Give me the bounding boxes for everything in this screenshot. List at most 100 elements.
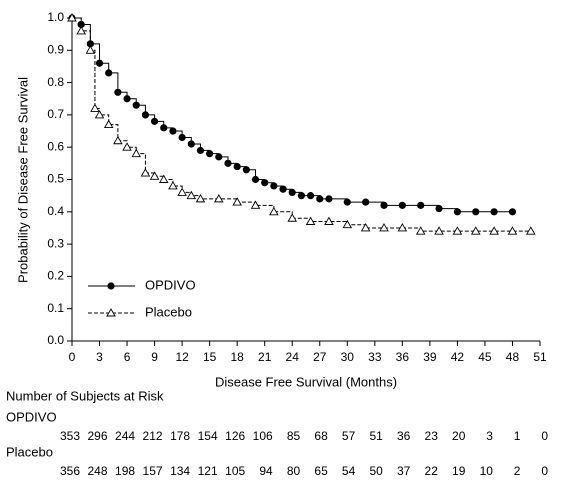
x-tick-label: 39 [423,350,437,364]
risk-count: 356 [60,464,80,478]
marker [453,208,462,216]
risk-count: 80 [287,464,301,478]
marker [417,201,425,209]
marker [169,127,177,135]
risk-count: 57 [342,429,356,443]
marker [261,179,269,187]
y-tick-label: 0.3 [47,236,64,250]
risk-count: 68 [314,429,328,443]
marker [158,174,169,183]
risk-count: 353 [60,429,80,443]
marker [76,26,86,35]
marker [470,226,481,235]
marker [305,216,316,225]
marker [67,13,77,22]
x-axis-label: Disease Free Survival (Months) [215,374,397,389]
x-tick-label: 15 [203,350,217,364]
marker [114,88,122,96]
marker [398,201,406,209]
marker [360,223,371,232]
risk-count: 50 [369,464,383,478]
risk-count: 36 [397,429,411,443]
marker [297,192,306,200]
y-tick-label: 0.6 [47,139,64,153]
y-axis-label: Probability of Disease Free Survival [15,77,30,283]
y-tick-label: 0.8 [47,75,64,89]
x-tick-label: 0 [69,350,76,364]
risk-count: 20 [452,429,466,443]
y-tick-label: 0.9 [47,42,64,56]
marker [508,208,517,216]
marker [379,223,389,232]
x-tick-label: 21 [258,350,272,364]
risk-count: 3 [486,429,493,443]
y-tick-label: 1.0 [47,10,64,24]
marker [269,206,279,216]
risk-count: 154 [198,429,218,443]
marker [123,95,131,103]
marker [224,159,232,167]
risk-group-label: Placebo [6,444,53,459]
risk-count: 0 [541,429,548,443]
marker [232,197,242,206]
survival-line [72,17,513,213]
marker [149,171,160,180]
y-tick-label: 0.2 [47,269,64,283]
x-tick-label: 33 [368,350,382,364]
legend-label: OPDIVO [145,277,196,292]
x-tick-label: 27 [313,350,327,364]
marker [95,59,104,67]
marker [103,119,114,129]
marker [380,201,388,209]
marker [206,150,214,158]
marker [168,181,178,190]
marker [270,182,278,190]
risk-count: 248 [87,464,107,478]
risk-count: 85 [287,429,301,443]
x-tick-label: 36 [396,350,410,364]
risk-count: 244 [115,429,135,443]
risk-count: 134 [170,464,190,478]
x-tick-label: 51 [533,350,547,364]
y-tick-label: 0.0 [47,333,64,347]
marker [324,216,334,225]
x-tick-label: 6 [124,350,131,364]
marker [113,135,123,145]
marker [434,226,444,235]
marker [507,226,518,235]
marker [251,175,260,184]
marker [233,162,241,171]
risk-count: 94 [259,464,273,478]
x-tick-label: 42 [451,350,465,364]
risk-count: 37 [397,464,411,478]
risk-count: 126 [225,429,245,443]
marker [325,195,333,203]
x-tick-label: 24 [286,350,300,364]
marker [195,193,206,203]
marker [140,168,151,177]
marker [279,185,287,193]
risk-count: 198 [115,464,135,478]
risk-count: 54 [342,464,356,478]
risk-count: 157 [143,464,163,478]
risk-group-label: OPDIVO [6,409,57,424]
risk-count: 121 [198,464,218,478]
marker [131,148,142,158]
risk-count: 22 [425,464,439,478]
marker [397,223,408,232]
x-tick-label: 48 [506,350,520,364]
marker [187,140,195,148]
marker [214,193,224,203]
marker [526,226,536,235]
x-tick-label: 18 [230,350,244,364]
marker [306,192,315,200]
risk-count: 10 [480,464,494,478]
risk-count: 23 [425,429,439,443]
marker [490,208,498,216]
marker [122,142,132,151]
y-tick-label: 0.4 [47,204,64,218]
marker [186,190,197,200]
marker [472,208,480,216]
risk-count: 212 [143,429,163,443]
